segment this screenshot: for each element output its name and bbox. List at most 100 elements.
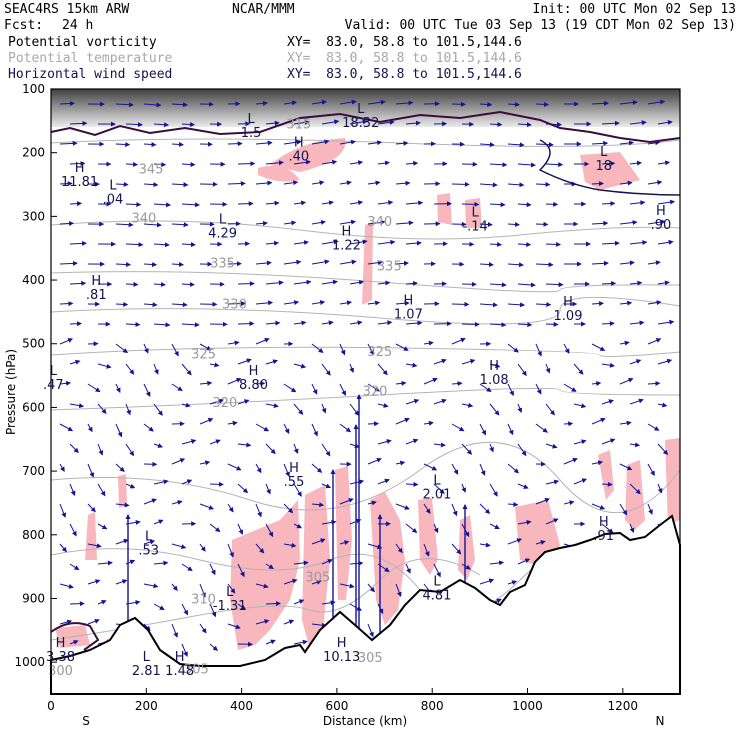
wind-vector bbox=[283, 503, 294, 514]
extremum-type-label: H bbox=[294, 135, 304, 150]
theta-label: 340 bbox=[367, 215, 392, 230]
y-tick-label: 500 bbox=[22, 337, 45, 351]
wind-vector bbox=[97, 363, 112, 369]
positive-pv-region bbox=[370, 492, 405, 625]
extremum-type-label: L bbox=[433, 473, 441, 488]
theta-label: 320 bbox=[213, 396, 238, 411]
wind-vector bbox=[153, 202, 172, 208]
model-title: SEAC4RS 15km ARW bbox=[4, 2, 130, 17]
north-end-label: N bbox=[656, 714, 665, 728]
legend-wind-xy: XY= 83.0, 58.8 to 101.5,144.6 bbox=[287, 67, 522, 82]
wind-vector bbox=[321, 483, 332, 489]
theta-label: 300 bbox=[48, 664, 73, 679]
wind-vector bbox=[87, 383, 101, 393]
plot-area: 315 345 340 340 335 335 330 325 325 320 320 310 305 3… bbox=[43, 89, 681, 695]
wind-vector bbox=[367, 343, 375, 356]
legend-wind-name: Horizontal wind speed bbox=[8, 67, 173, 82]
wind-vector bbox=[367, 260, 383, 266]
extremum-value-label: 18 bbox=[595, 159, 612, 174]
wind-vector bbox=[171, 458, 186, 465]
wind-vector bbox=[479, 262, 494, 268]
wind-vector bbox=[171, 102, 188, 108]
theta-label: 335 bbox=[210, 256, 235, 271]
wind-vector bbox=[629, 120, 647, 126]
wind-vector bbox=[601, 399, 614, 405]
wind-vector bbox=[69, 201, 83, 207]
wind-vector bbox=[87, 503, 96, 513]
wind-vector bbox=[283, 100, 297, 106]
wind-vector bbox=[657, 402, 668, 408]
wind-vector bbox=[293, 320, 307, 326]
wind-vector bbox=[255, 140, 273, 146]
wind-vector bbox=[237, 563, 245, 578]
wind-vector bbox=[423, 340, 434, 346]
wind-vector bbox=[657, 443, 669, 456]
wind-vector bbox=[59, 543, 67, 553]
wind-vector bbox=[395, 100, 414, 106]
wind-vector bbox=[423, 503, 431, 515]
wind-vector bbox=[591, 301, 605, 307]
wind-vector bbox=[115, 502, 130, 508]
wind-vector bbox=[591, 503, 606, 510]
wind-vector bbox=[265, 403, 279, 408]
wind-vector bbox=[171, 261, 184, 267]
wind-vector bbox=[339, 99, 357, 105]
axes: 100 200 300 400 500 600 700 800 900 1000 0 200 400 60… bbox=[14, 82, 638, 713]
wind-vector bbox=[573, 478, 588, 485]
positive-pv-region bbox=[270, 138, 346, 172]
wind-vector bbox=[619, 503, 628, 516]
wind-vector bbox=[171, 623, 178, 638]
wind-vector bbox=[293, 279, 312, 285]
wind-vector bbox=[657, 199, 676, 205]
wind-vector bbox=[517, 558, 531, 565]
wind-vector bbox=[153, 242, 170, 248]
fcst-value: 24 h bbox=[62, 18, 94, 33]
wind-vector bbox=[153, 519, 164, 525]
wind-vector bbox=[125, 443, 135, 457]
wind-vector bbox=[545, 321, 559, 327]
wind-vector bbox=[535, 498, 550, 505]
extremum-value-label: .55 bbox=[284, 475, 305, 490]
wind-vector bbox=[293, 119, 310, 125]
wind-vector bbox=[517, 519, 532, 525]
extremum-type-label: H bbox=[599, 515, 609, 530]
wind-vector bbox=[227, 583, 236, 594]
wind-vector bbox=[535, 221, 549, 227]
wind-vector bbox=[601, 481, 613, 487]
wind-vector bbox=[377, 478, 390, 485]
wind-vector bbox=[349, 119, 368, 125]
wind-vector bbox=[125, 242, 144, 248]
wind-vector bbox=[647, 423, 660, 431]
wind-vector bbox=[489, 241, 503, 247]
wind-vector bbox=[237, 483, 249, 494]
wind-vector bbox=[377, 320, 393, 326]
x-tick-label: 200 bbox=[135, 699, 158, 713]
wind-vector bbox=[311, 259, 330, 265]
wind-vector bbox=[143, 182, 159, 188]
wind-vector bbox=[545, 518, 559, 525]
wind-vector bbox=[545, 201, 559, 207]
theta-label: 305 bbox=[358, 651, 383, 666]
wind-vector bbox=[349, 443, 360, 449]
init-time: Init: 00 UTC Mon 02 Sep 13 bbox=[532, 2, 737, 17]
wind-vector bbox=[321, 559, 333, 565]
wind-vector bbox=[507, 463, 520, 474]
wind-vector bbox=[69, 321, 82, 327]
wind-vector bbox=[545, 363, 551, 374]
wind-vector bbox=[227, 141, 243, 147]
wind-vector bbox=[227, 181, 246, 187]
wind-vector bbox=[87, 579, 101, 585]
wind-vector bbox=[199, 583, 206, 598]
wind-vector bbox=[237, 321, 255, 327]
legend-theta-xy: XY= 83.0, 58.8 to 101.5,144.6 bbox=[287, 51, 522, 66]
wind-vector bbox=[171, 182, 189, 188]
wind-vector bbox=[237, 358, 252, 365]
wind-vector bbox=[507, 423, 514, 436]
wind-vector bbox=[451, 301, 470, 307]
wind-vector bbox=[97, 443, 104, 456]
extremum-value-label: 1.22 bbox=[332, 238, 361, 253]
wind-vector bbox=[367, 99, 386, 105]
wind-vector bbox=[405, 120, 421, 126]
south-end-label: S bbox=[82, 714, 90, 728]
